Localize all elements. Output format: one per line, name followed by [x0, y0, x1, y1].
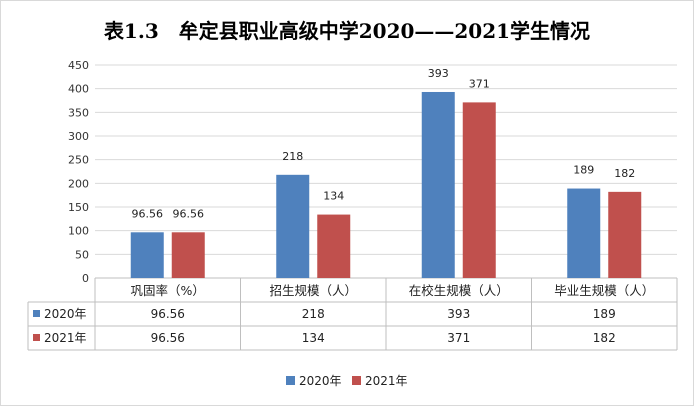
y-tick-label: 300	[68, 130, 89, 143]
table-cell: 371	[447, 331, 470, 345]
table-cell: 182	[593, 331, 616, 345]
data-labels: 96.56 96.56 218 134 393 371 189 182	[132, 67, 636, 220]
bar-2-1	[171, 232, 205, 278]
category-label: 在校生规模（人）	[409, 283, 509, 298]
y-tick-label: 400	[68, 83, 89, 96]
data-label: 371	[469, 77, 490, 90]
bars	[130, 91, 642, 278]
table-legend-key	[33, 334, 40, 341]
bar-2-2	[317, 214, 351, 278]
table-legend-key	[33, 310, 40, 317]
table-cell: 218	[302, 307, 325, 321]
table-series-name: 2020年	[44, 307, 87, 321]
y-tick-label: 100	[68, 225, 89, 238]
y-tick-label: 350	[68, 106, 89, 119]
table-cell: 134	[302, 331, 325, 345]
data-label: 96.56	[173, 207, 205, 220]
legend-label: 2020年	[299, 374, 342, 388]
table-series-name: 2021年	[44, 331, 87, 345]
bar-1-4	[567, 188, 601, 278]
y-tick-label: 250	[68, 154, 89, 167]
data-label: 218	[282, 150, 303, 163]
legend-label: 2021年	[365, 374, 408, 388]
y-tick-label: 0	[82, 272, 89, 285]
category-label: 招生规模（人）	[269, 283, 357, 298]
bar-1-2	[276, 174, 310, 278]
bar-1-3	[421, 91, 455, 278]
category-label: 巩固率（%）	[131, 283, 205, 298]
chart-title: 表1.3 牟定县职业高级中学2020——2021学生情况	[104, 19, 590, 43]
legend-swatch	[286, 376, 295, 385]
y-axis-ticks: 0 50 100 150 200 250 300 350 400 450	[68, 59, 89, 285]
data-label: 393	[428, 67, 449, 80]
data-table: 巩固率（%） 招生规模（人） 在校生规模（人） 毕业生规模（人） 2020年 96.56 2…	[27, 278, 678, 351]
data-label: 189	[573, 164, 594, 177]
legend-swatch	[352, 376, 361, 385]
table-cell: 96.56	[151, 331, 185, 345]
y-tick-label: 150	[68, 201, 89, 214]
bar-1-1	[130, 232, 164, 278]
legend: 2020年 2021年	[286, 374, 408, 388]
table-cell: 189	[593, 307, 616, 321]
data-label: 134	[323, 190, 344, 203]
table-cell: 393	[447, 307, 470, 321]
data-label: 96.56	[132, 207, 164, 220]
bar-2-4	[608, 191, 642, 278]
data-label: 182	[614, 167, 635, 180]
y-tick-label: 200	[68, 177, 89, 190]
bar-2-3	[462, 102, 496, 278]
y-tick-label: 50	[75, 248, 89, 261]
category-label: 毕业生规模（人）	[554, 283, 654, 298]
y-tick-label: 450	[68, 59, 89, 72]
table-cell: 96.56	[151, 307, 185, 321]
